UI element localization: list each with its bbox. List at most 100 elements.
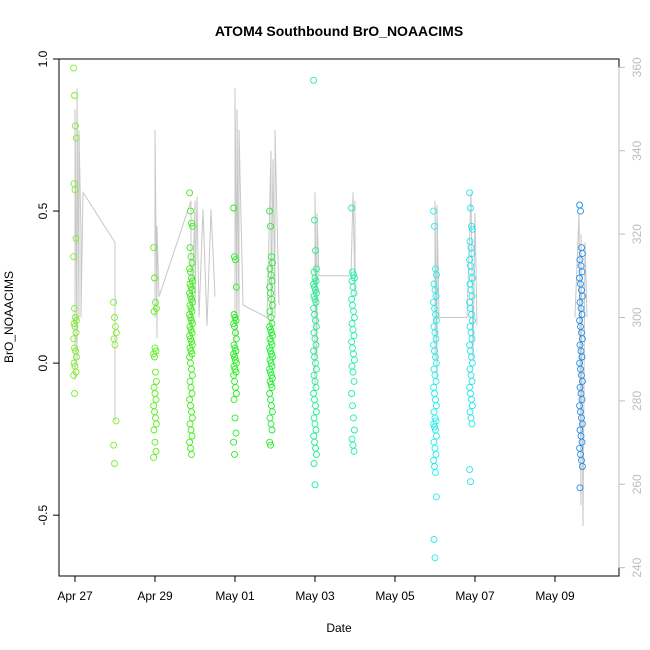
data-point [578, 292, 586, 300]
data-point [231, 450, 238, 458]
data-point [432, 396, 439, 404]
data-point [151, 390, 159, 397]
data-point [431, 554, 439, 562]
data-point [268, 259, 276, 267]
data-point [232, 383, 239, 391]
data-point [267, 420, 275, 428]
data-point [188, 432, 196, 440]
data-point [266, 335, 274, 343]
data-point [186, 189, 194, 197]
data-point [151, 353, 158, 361]
data-point [432, 292, 440, 300]
data-point [312, 365, 320, 373]
data-point [70, 371, 78, 379]
data-point [430, 536, 438, 543]
data-point [266, 390, 274, 397]
x-tick-label: May 07 [455, 589, 495, 603]
x-tick-label: May 01 [215, 589, 255, 603]
data-point [150, 350, 158, 358]
data-point [72, 329, 80, 337]
data-point [468, 292, 476, 300]
x-tick-label: May 05 [375, 589, 415, 603]
data-point [231, 414, 239, 422]
data-point [152, 420, 160, 428]
data-point [430, 341, 438, 349]
data-point [187, 426, 195, 434]
data-point [430, 438, 438, 446]
altitude-trace-1 [74, 88, 116, 422]
data-point [466, 365, 474, 373]
data-point [311, 283, 318, 291]
data-point [468, 335, 476, 343]
data-point [466, 466, 474, 474]
data-point [150, 383, 158, 391]
data-point [188, 222, 196, 230]
data-point [186, 344, 194, 352]
data-point [430, 365, 438, 373]
data-point [186, 438, 194, 446]
y2-tick-label: 320 [630, 224, 644, 244]
data-point [267, 222, 274, 230]
data-point [152, 447, 160, 455]
data-point [268, 301, 276, 309]
data-point [266, 414, 274, 422]
data-point [350, 447, 358, 455]
data-point [268, 277, 276, 285]
data-point [186, 265, 194, 273]
data-point [430, 456, 438, 464]
data-point [432, 335, 440, 343]
data-point [312, 450, 320, 458]
data-point [230, 320, 238, 328]
data-point [150, 426, 158, 434]
data-point [467, 371, 475, 379]
data-point [432, 402, 440, 410]
data-point [349, 344, 356, 352]
data-point [310, 414, 318, 422]
data-point [230, 350, 238, 358]
data-point [230, 396, 238, 404]
data-point [578, 438, 586, 446]
data-point [152, 414, 159, 422]
data-point [71, 390, 78, 397]
y-tick-label: 0.5 [36, 202, 50, 219]
plot-frame [58, 58, 620, 577]
data-point [348, 295, 356, 303]
data-point [110, 298, 118, 306]
data-point [188, 408, 195, 416]
data-point [266, 377, 274, 385]
y2-tick-label: 340 [630, 140, 644, 160]
data-point [232, 429, 240, 437]
data-point [188, 371, 196, 379]
data-point [150, 453, 158, 461]
data-point [230, 438, 238, 446]
data-point [431, 463, 438, 470]
data-point [432, 493, 440, 501]
data-point [432, 432, 440, 440]
data-point [111, 460, 118, 467]
data-point [186, 301, 194, 309]
data-point [348, 338, 356, 346]
data-point [150, 307, 158, 315]
y2-tick-label: 300 [630, 307, 644, 327]
data-point [431, 222, 438, 230]
data-point [72, 122, 79, 130]
data-point [152, 377, 160, 385]
data-point [432, 271, 440, 279]
data-point [112, 329, 120, 337]
points-layer [70, 64, 586, 562]
data-point [310, 76, 318, 84]
data-point [468, 222, 475, 230]
data-point [311, 396, 318, 404]
data-point [432, 359, 440, 367]
data-point [468, 377, 476, 385]
x-tick-label: Apr 29 [137, 589, 173, 603]
data-point [230, 311, 238, 318]
data-point [431, 423, 438, 431]
data-point [312, 298, 320, 306]
data-point [310, 460, 318, 467]
data-point [111, 341, 119, 349]
data-point [267, 326, 274, 334]
data-point [466, 238, 474, 245]
